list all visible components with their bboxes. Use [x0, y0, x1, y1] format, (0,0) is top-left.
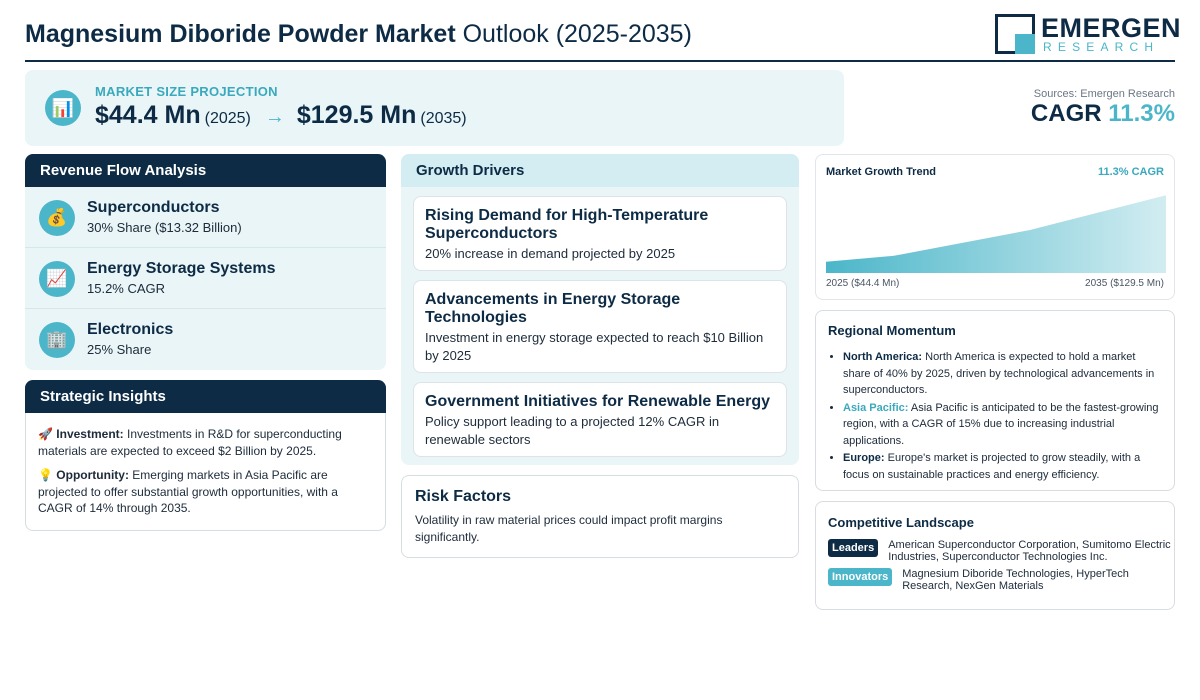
driver-title: Government Initiatives for Renewable Ene…: [425, 393, 770, 410]
logo-subtitle: RESEARCH: [1043, 40, 1160, 54]
trend-end-label: 2035 ($129.5 Mn): [1085, 278, 1164, 289]
trend-title: Market Growth Trend: [826, 166, 937, 178]
region-item-europe: Europe: Europe's market is projected to …: [843, 450, 1162, 483]
page-header: Magnesium Diboride Powder Market Outlook…: [25, 12, 1181, 62]
end-value: $129.5 Mn: [296, 101, 417, 129]
driver-desc: Investment in energy storage expected to…: [425, 330, 764, 363]
strategic-insights-card: Strategic Insights 🚀 Investment: Investm…: [25, 380, 386, 531]
revenue-item-energy-storage[interactable]: 📈 Energy Storage Systems 15.2% CAGR: [25, 248, 386, 309]
region-item-asia-pacific: Asia Pacific: Asia Pacific is anticipate…: [843, 400, 1162, 450]
risk-factors-desc: Volatility in raw material prices could …: [415, 513, 723, 544]
emergen-logo[interactable]: EMERGEN RESEARCH: [995, 13, 1181, 58]
leaders-row: Leaders American Superconductor Corporat…: [828, 539, 1174, 563]
region-text: North America is expected to hold a mark…: [843, 351, 1155, 396]
driver-title: Rising Demand for High-Temperature Super…: [425, 207, 709, 242]
insights-body: 🚀 Investment: Investments in R&D for sup…: [26, 413, 385, 517]
market-size-banner: 📊 MARKET SIZE PROJECTION $44.4 Mn (2025) →…: [25, 70, 844, 146]
region-text: Europe's market is projected to grow ste…: [843, 452, 1141, 481]
market-size-values: $44.4 Mn (2025) → $129.5 Mn (2035): [95, 101, 467, 130]
driver-title: Advancements in Energy Storage Technolog…: [425, 291, 681, 326]
leaders-badge: Leaders: [828, 539, 879, 557]
start-year: (2025): [204, 110, 251, 127]
driver-item[interactable]: Government Initiatives for Renewable Ene…: [413, 382, 787, 457]
revenue-item-name: Superconductors: [87, 199, 220, 216]
cagr-summary: CAGR 11.3%: [1031, 100, 1175, 128]
revenue-item-detail: 25% Share: [87, 342, 152, 357]
insight-label: Opportunity:: [56, 468, 129, 482]
page-title: Magnesium Diboride Powder Market Outlook…: [25, 20, 692, 49]
insight-text: Investments in R&D for superconducting m…: [38, 427, 342, 458]
insight-opportunity: 💡 Opportunity: Emerging markets in Asia …: [38, 467, 373, 517]
driver-desc: 20% increase in demand projected by 2025: [425, 246, 676, 261]
bar-chart-icon: 📊: [45, 90, 81, 126]
region-name: North America:: [843, 351, 923, 363]
risk-factors-title: Risk Factors: [415, 488, 512, 505]
chart-up-icon: 📈: [39, 261, 75, 297]
market-growth-trend-card: Market Growth Trend 11.3% CAGR 2025 ($44…: [815, 154, 1175, 300]
driver-desc: Policy support leading to a projected 12…: [425, 414, 720, 447]
revenue-item-name: Energy Storage Systems: [87, 260, 276, 277]
trend-cagr: 11.3% CAGR: [1097, 166, 1164, 178]
trend-area-series: [826, 195, 1166, 273]
leaders-text: American Superconductor Corporation, Sum…: [888, 539, 1171, 563]
trend-area-chart: [826, 195, 1166, 273]
lightbulb-icon: 💡: [38, 468, 53, 482]
growth-drivers-title: Growth Drivers: [401, 154, 799, 187]
cagr-label: CAGR: [1030, 100, 1102, 127]
competitive-landscape-card: Competitive Landscape Leaders American S…: [815, 501, 1175, 610]
arrow-right-icon: →: [264, 106, 285, 128]
rocket-icon: 🚀: [38, 427, 53, 441]
revenue-flow-title: Revenue Flow Analysis: [25, 154, 386, 187]
risk-factors-card: Risk Factors Volatility in raw material …: [401, 475, 799, 558]
start-value: $44.4 Mn: [95, 101, 201, 129]
building-icon: 🏢: [39, 322, 75, 358]
revenue-item-detail: 15.2% CAGR: [87, 281, 166, 296]
sources-text: Sources: Emergen Research: [1033, 88, 1175, 100]
page-title-light: Outlook (2025-2035): [462, 20, 692, 48]
regional-momentum-title: Regional Momentum: [828, 323, 956, 338]
regional-momentum-card: Regional Momentum North America: North A…: [815, 310, 1175, 491]
driver-item[interactable]: Advancements in Energy Storage Technolog…: [413, 280, 787, 373]
growth-drivers-card: Growth Drivers Rising Demand for High-Te…: [401, 154, 799, 465]
insight-text: Emerging markets in Asia Pacific are pro…: [38, 468, 338, 515]
innovators-row: Innovators Magnesium Diboride Technologi…: [828, 568, 1174, 592]
revenue-item-superconductors[interactable]: 💰 Superconductors 30% Share ($13.32 Bill…: [25, 187, 386, 248]
logo-name: EMERGEN: [1041, 13, 1182, 43]
money-bag-icon: 💰: [39, 200, 75, 236]
revenue-flow-card: Revenue Flow Analysis 💰 Superconductors …: [25, 154, 386, 370]
region-text: Asia Pacific is anticipated to be the fa…: [843, 401, 1159, 447]
innovators-text: Magnesium Diboride Technologies, HyperTe…: [902, 568, 1129, 592]
region-item-north-america: North America: North America is expected…: [843, 349, 1162, 399]
market-size-label: MARKET SIZE PROJECTION: [95, 84, 278, 99]
regional-list: North America: North America is expected…: [828, 349, 1162, 483]
driver-item[interactable]: Rising Demand for High-Temperature Super…: [413, 196, 787, 271]
revenue-item-name: Electronics: [87, 321, 174, 338]
revenue-item-electronics[interactable]: 🏢 Electronics 25% Share: [25, 309, 386, 370]
strategic-insights-title: Strategic Insights: [25, 380, 386, 413]
insight-label: Investment:: [56, 427, 124, 441]
region-name: Asia Pacific:: [843, 401, 909, 414]
trend-start-label: 2025 ($44.4 Mn): [826, 278, 900, 289]
logo-mark-icon: [995, 14, 1035, 54]
end-year: (2035): [420, 110, 467, 127]
cagr-value: 11.3%: [1108, 100, 1175, 127]
innovators-badge: Innovators: [828, 568, 893, 586]
revenue-item-detail: 30% Share ($13.32 Billion): [87, 220, 242, 235]
page-title-bold: Magnesium Diboride Powder Market: [25, 20, 456, 48]
region-name: Europe:: [843, 452, 885, 464]
insight-investment: 🚀 Investment: Investments in R&D for sup…: [38, 426, 373, 459]
competitive-landscape-title: Competitive Landscape: [828, 515, 974, 530]
